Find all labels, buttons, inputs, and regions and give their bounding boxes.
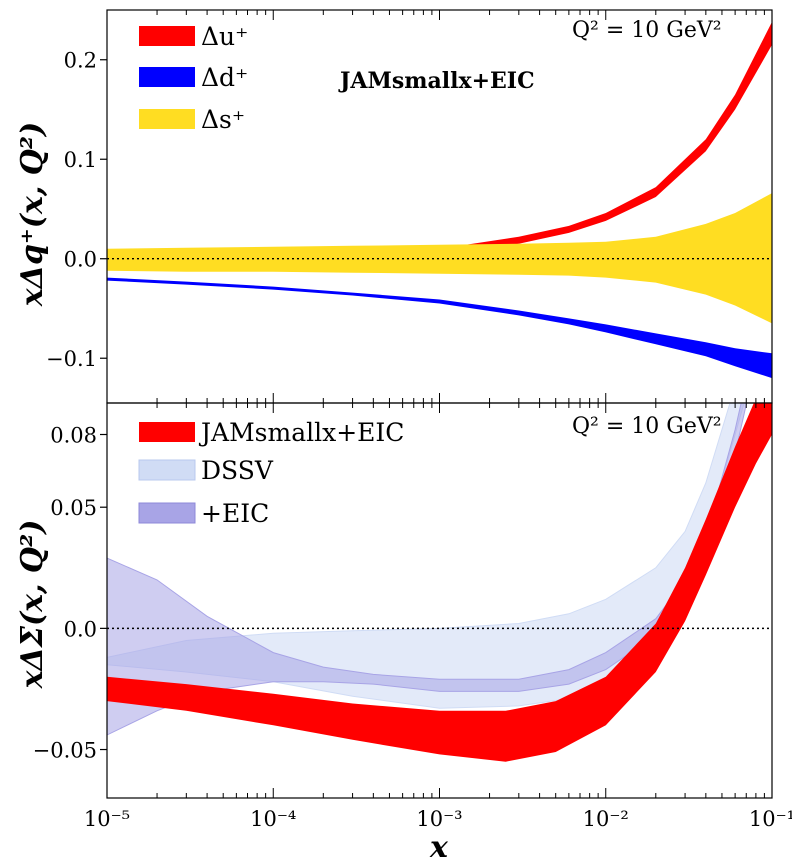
- x-tick-label: 10⁻¹: [749, 807, 792, 831]
- bottom-x-axis: 10⁻⁵ 10⁻⁴ 10⁻³ 10⁻² 10⁻¹: [84, 403, 792, 831]
- bottom-y-axis-title: xΔΣ(x, Q²): [15, 520, 50, 690]
- band-u: [107, 21, 772, 267]
- band-s: [107, 193, 772, 324]
- y-tick-label: 0.0: [64, 617, 97, 641]
- bottom-panel-bands: [107, 403, 772, 762]
- x-tick-label: 10⁻³: [416, 807, 462, 831]
- legend-swatch-eic: [138, 502, 196, 524]
- legend-label-jamsmallx: JAMsmallx+EIC: [198, 418, 404, 447]
- top-jam-label: JAMsmallx+EIC: [338, 68, 535, 94]
- y-tick-label: 0.2: [64, 49, 97, 73]
- bottom-y-axis: −0.05 0.0 0.05 0.08: [33, 424, 107, 763]
- legend-swatch-jamsmallx: [139, 422, 195, 442]
- y-tick-label: 0.05: [50, 496, 97, 520]
- legend-swatch-delta-s: [139, 109, 195, 129]
- legend-label-delta-s: Δs⁺: [201, 105, 245, 134]
- top-q2-annotation: Q² = 10 GeV²: [572, 18, 722, 43]
- band-dssv: [107, 403, 745, 709]
- band-eic: [107, 403, 748, 736]
- bottom-q2-annotation: Q² = 10 GeV²: [572, 414, 722, 439]
- top-panel-bands: [107, 21, 772, 379]
- legend-swatch-delta-d: [139, 67, 195, 87]
- y-tick-label: −0.05: [33, 739, 97, 763]
- top-y-axis: −0.1 0.0 0.1 0.2: [46, 49, 107, 371]
- y-tick-label: −0.1: [46, 347, 97, 371]
- legend-label-delta-u: Δu⁺: [201, 22, 248, 51]
- y-tick-label: 0.1: [64, 148, 97, 172]
- top-y-axis-title: xΔq⁺(x, Q²): [15, 122, 50, 307]
- y-tick-label: 0.0: [64, 248, 97, 272]
- x-tick-label: 10⁻⁵: [84, 807, 130, 831]
- legend-swatch-dssv: [138, 459, 196, 481]
- x-axis-title: x: [429, 830, 449, 864]
- legend-label-eic: +EIC: [201, 499, 269, 528]
- legend-label-delta-d: Δd⁺: [201, 63, 248, 92]
- legend-label-dssv: DSSV: [201, 456, 274, 485]
- top-x-minor-ticks: [106, 10, 773, 403]
- x-tick-label: 10⁻⁴: [250, 807, 296, 831]
- x-tick-label: 10⁻²: [583, 807, 629, 831]
- legend-swatch-delta-u: [139, 26, 195, 46]
- y-tick-label: 0.08: [50, 424, 97, 448]
- band-d: [107, 277, 772, 379]
